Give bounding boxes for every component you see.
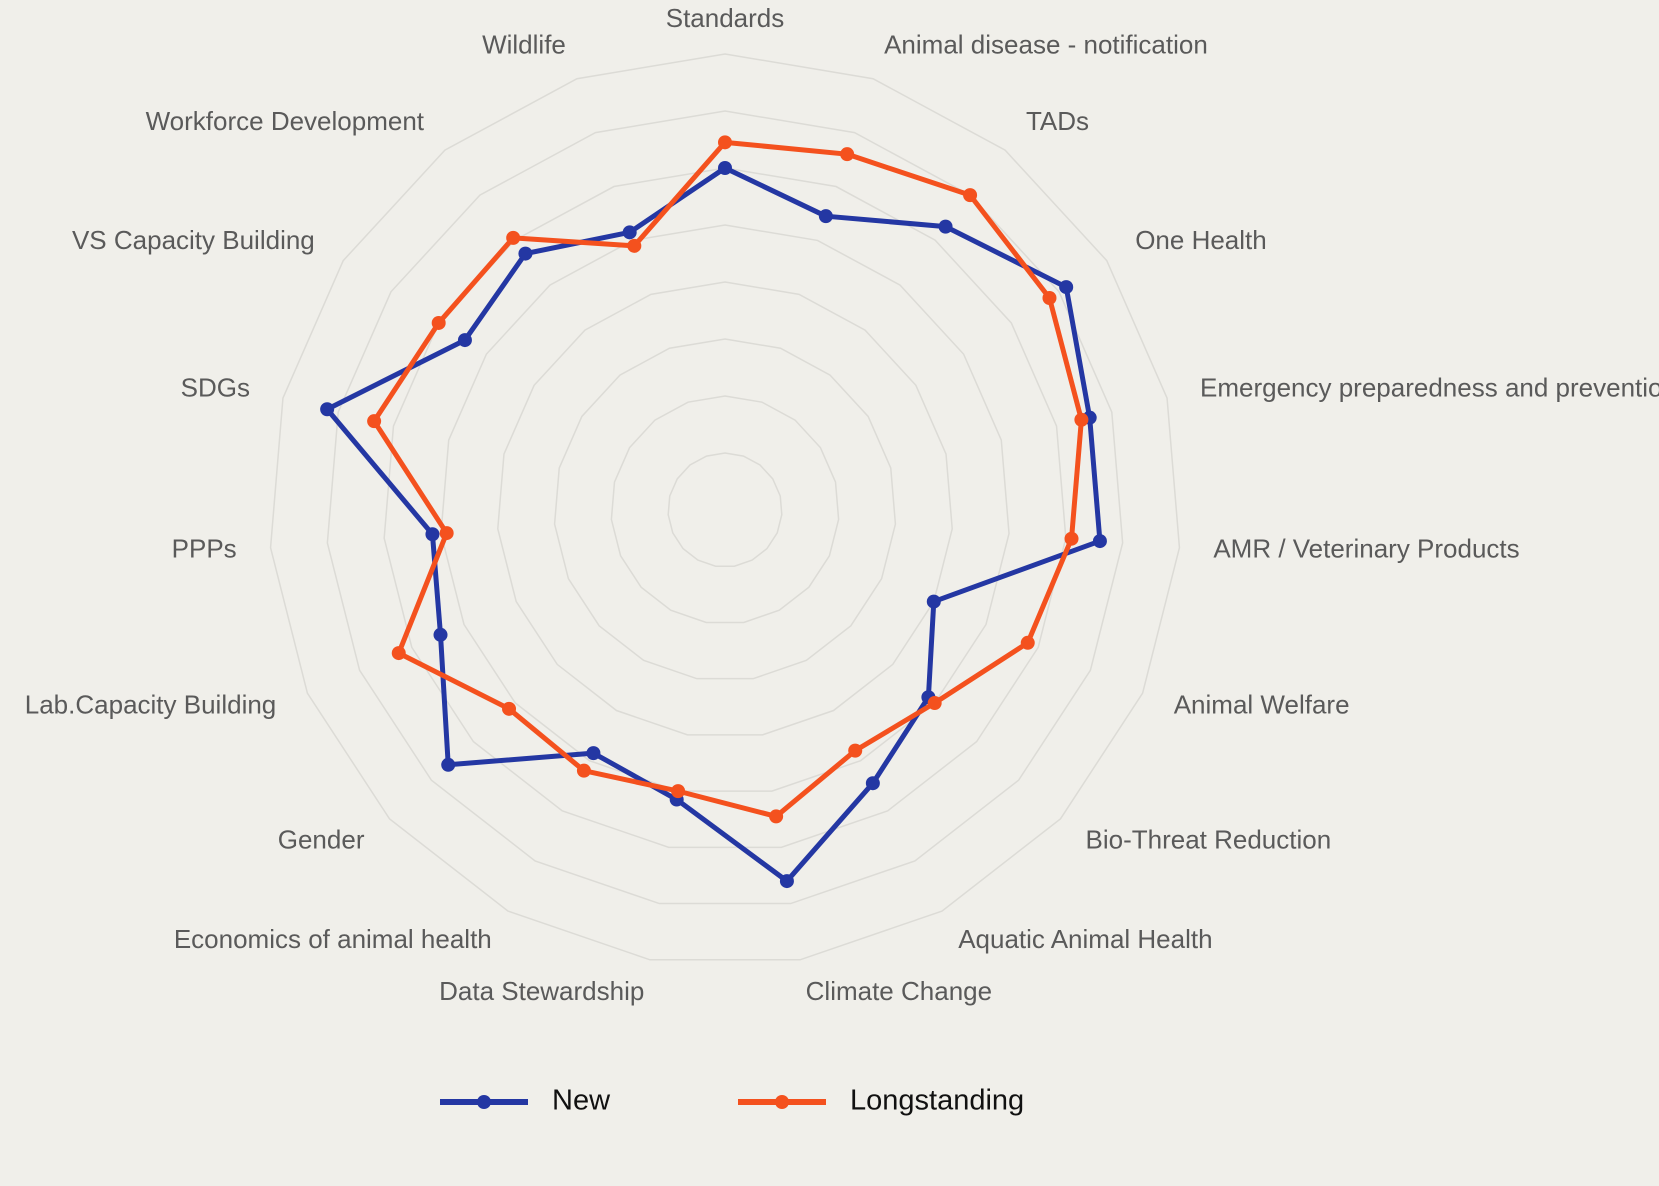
grid-ring [383,167,1067,849]
grid-ring [326,110,1124,905]
point [441,757,456,772]
grid-ring [553,338,897,680]
point [840,147,855,162]
category-label: Climate Change [806,976,992,1006]
category-label: Workforce Development [146,106,425,136]
point [1092,534,1107,549]
category-label: Wildlife [482,29,566,59]
point [506,230,521,245]
category-label: Economics of animal health [174,924,492,954]
point [586,746,601,761]
category-label: Aquatic Animal Health [958,924,1212,954]
point [718,161,732,175]
category-label: Standards [666,3,785,33]
grid-ring [497,281,953,736]
point [671,784,686,799]
point [779,874,794,889]
category-label: Emergency preparedness and prevention [1200,373,1659,403]
point [926,594,941,609]
point [431,315,446,330]
category-label: Data Stewardship [439,976,644,1006]
point [439,526,454,541]
point [848,743,863,758]
category-label: PPPs [172,533,237,563]
category-label: Bio-Threat Reduction [1086,825,1332,855]
category-label: SDGs [181,373,250,403]
point [457,333,472,348]
grid-ring [667,452,783,567]
point [938,219,953,234]
category-label: Gender [278,825,365,855]
point [1064,531,1079,546]
category-label: One Health [1135,225,1267,255]
point [518,246,533,261]
point [1020,635,1035,650]
point [1059,280,1074,295]
point [502,701,517,716]
category-label: Lab.Capacity Building [25,690,277,720]
point [818,209,833,224]
point [391,646,406,661]
legend-marker [477,1095,491,1109]
series-line [324,165,1103,884]
point [1074,412,1089,427]
grid-ring [269,53,1181,961]
point [425,527,440,542]
category-label: VS Capacity Building [72,225,315,255]
point [433,627,448,642]
point [576,763,591,778]
grid-ring [440,224,1010,792]
point [769,809,784,824]
point [367,414,382,429]
point [865,776,880,791]
category-label: Animal disease - notification [884,29,1208,59]
point [622,225,637,240]
point [1042,291,1057,306]
point [963,188,978,203]
point [927,696,942,711]
point [718,135,732,150]
legend-marker [775,1095,789,1109]
legend-label: New [552,1085,611,1117]
series-line [371,139,1084,819]
category-label: Animal Welfare [1174,690,1350,720]
point [320,402,335,417]
legend-label: Longstanding [850,1085,1024,1117]
point [627,238,642,253]
category-label: AMR / Veterinary Products [1213,533,1519,563]
category-label: TADs [1026,106,1089,136]
grid-ring [610,395,840,624]
